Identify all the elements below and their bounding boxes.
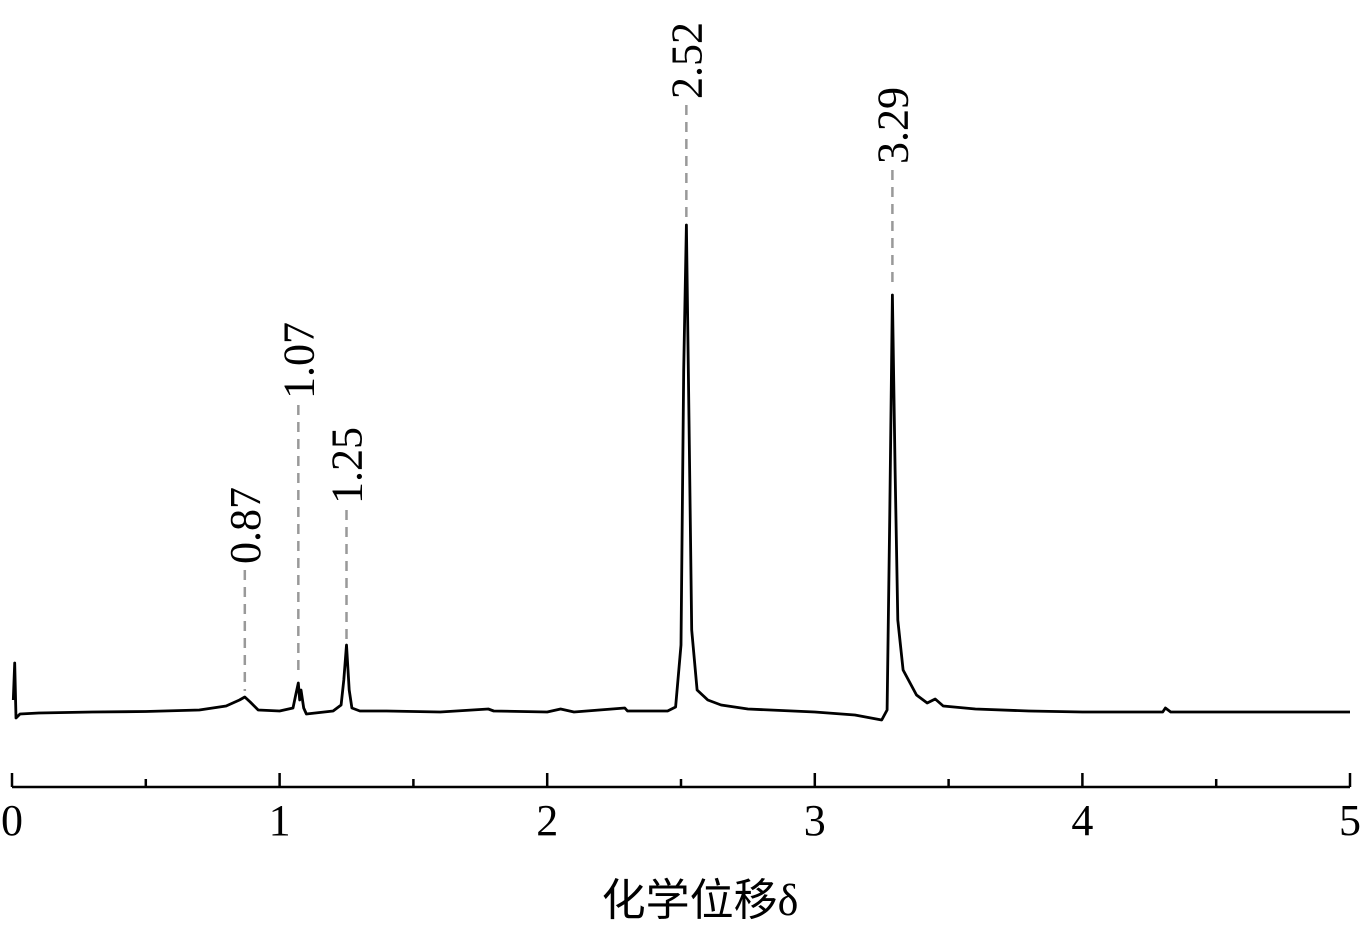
x-tick-label: 2 — [536, 796, 558, 845]
x-tick-label: 1 — [269, 796, 291, 845]
peak-label: 3.29 — [868, 87, 917, 164]
spectrum-line — [11, 223, 1350, 722]
x-axis-title: 化学位移δ — [602, 876, 799, 925]
peak-label: 0.87 — [221, 487, 270, 564]
x-tick-label: 5 — [1339, 796, 1361, 845]
x-tick-label: 3 — [804, 796, 826, 845]
x-tick-label: 0 — [1, 796, 23, 845]
x-tick-label: 4 — [1071, 796, 1093, 845]
peak-label: 1.07 — [274, 322, 323, 399]
peak-label: 1.25 — [323, 427, 372, 504]
peak-label: 2.52 — [662, 22, 711, 99]
